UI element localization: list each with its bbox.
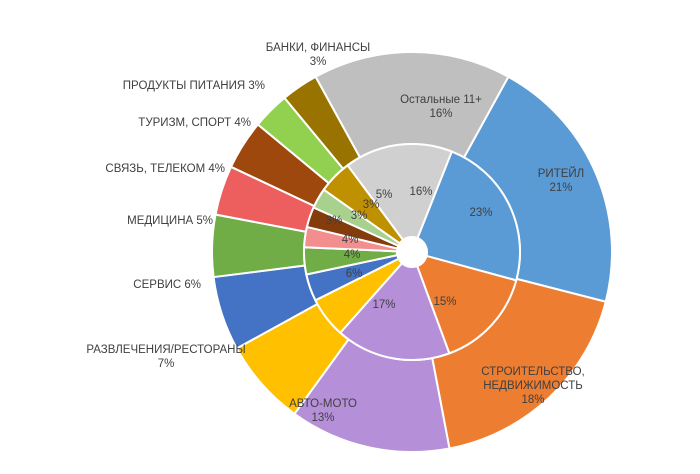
inner-label-7: 3% bbox=[326, 215, 343, 227]
outer-label-2-line-3: 18% bbox=[521, 394, 544, 406]
outer-label-1-line-2: 21% bbox=[549, 182, 572, 194]
outer-label-10-name: БАНКИ, ФИНАНСЫ bbox=[266, 42, 370, 54]
inner-label-9: 3% bbox=[363, 199, 380, 211]
inner-label-1: 23% bbox=[469, 207, 492, 219]
outer-label-11-line-1: Остальные 11+ bbox=[400, 94, 482, 106]
inner-label-3: 17% bbox=[372, 299, 395, 311]
outer-label-3-line-2: 13% bbox=[311, 412, 334, 424]
inner-slice-3 bbox=[338, 261, 451, 361]
outer-label-2-line-2: НЕДВИЖИМОСТЬ bbox=[483, 380, 583, 392]
inner-label-2: 15% bbox=[433, 296, 456, 308]
outer-label-4-value: 7% bbox=[158, 358, 175, 370]
outer-label-8: ТУРИЗМ, СПОРТ 4% bbox=[138, 117, 251, 129]
outer-label-5: СЕРВИС 6% bbox=[133, 279, 201, 291]
outer-label-4-name: РАЗВЛЕЧЕНИЯ/РЕСТОРАНЫ bbox=[86, 344, 245, 356]
outer-label-6: МЕДИЦИНА 5% bbox=[127, 215, 213, 227]
outer-label-7: СВЯЗЬ, ТЕЛЕКОМ 4% bbox=[105, 163, 225, 175]
inner-label-6: 4% bbox=[342, 234, 359, 246]
outer-label-10-value: 3% bbox=[310, 56, 327, 68]
inner-slice-2 bbox=[415, 254, 518, 355]
inner-slice-11 bbox=[346, 143, 454, 242]
inner-label-8: 3% bbox=[351, 210, 368, 222]
inner-label-4: 6% bbox=[346, 268, 363, 280]
inner-label-5: 4% bbox=[344, 249, 361, 261]
inner-label-11: 16% bbox=[409, 186, 432, 198]
outer-label-11-line-2: 16% bbox=[429, 108, 452, 120]
outer-label-1-line-1: РИТЕЙЛ bbox=[538, 167, 584, 180]
outer-label-3-line-1: АВТО-МОТО bbox=[289, 398, 357, 410]
inner-label-10: 5% bbox=[376, 189, 393, 201]
inner-slice-1 bbox=[416, 150, 521, 282]
outer-label-9: ПРОДУКТЫ ПИТАНИЯ 3% bbox=[123, 80, 265, 92]
outer-label-2-line-1: СТРОИТЕЛЬСТВО, bbox=[481, 366, 585, 378]
